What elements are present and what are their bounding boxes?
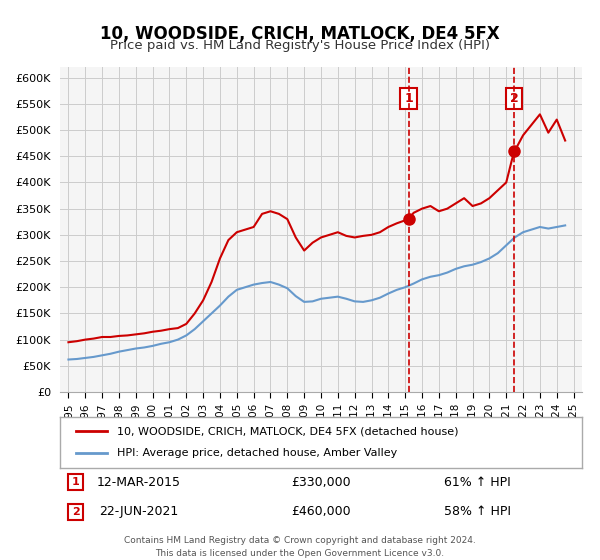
Text: Contains HM Land Registry data © Crown copyright and database right 2024.: Contains HM Land Registry data © Crown c… xyxy=(124,536,476,545)
Text: £460,000: £460,000 xyxy=(291,505,351,519)
Text: 61% ↑ HPI: 61% ↑ HPI xyxy=(444,475,511,489)
Text: £330,000: £330,000 xyxy=(291,475,351,489)
Text: 12-MAR-2015: 12-MAR-2015 xyxy=(97,475,181,489)
Text: 58% ↑ HPI: 58% ↑ HPI xyxy=(444,505,511,519)
Text: 10, WOODSIDE, CRICH, MATLOCK, DE4 5FX: 10, WOODSIDE, CRICH, MATLOCK, DE4 5FX xyxy=(100,25,500,43)
Text: 1: 1 xyxy=(72,477,80,487)
Text: 22-JUN-2021: 22-JUN-2021 xyxy=(98,505,178,519)
Text: HPI: Average price, detached house, Amber Valley: HPI: Average price, detached house, Ambe… xyxy=(118,449,398,459)
Text: This data is licensed under the Open Government Licence v3.0.: This data is licensed under the Open Gov… xyxy=(155,549,445,558)
Text: 1: 1 xyxy=(404,92,413,105)
Text: Price paid vs. HM Land Registry's House Price Index (HPI): Price paid vs. HM Land Registry's House … xyxy=(110,39,490,52)
Text: 2: 2 xyxy=(72,507,80,517)
Text: 2: 2 xyxy=(510,92,518,105)
Text: 10, WOODSIDE, CRICH, MATLOCK, DE4 5FX (detached house): 10, WOODSIDE, CRICH, MATLOCK, DE4 5FX (d… xyxy=(118,426,459,436)
